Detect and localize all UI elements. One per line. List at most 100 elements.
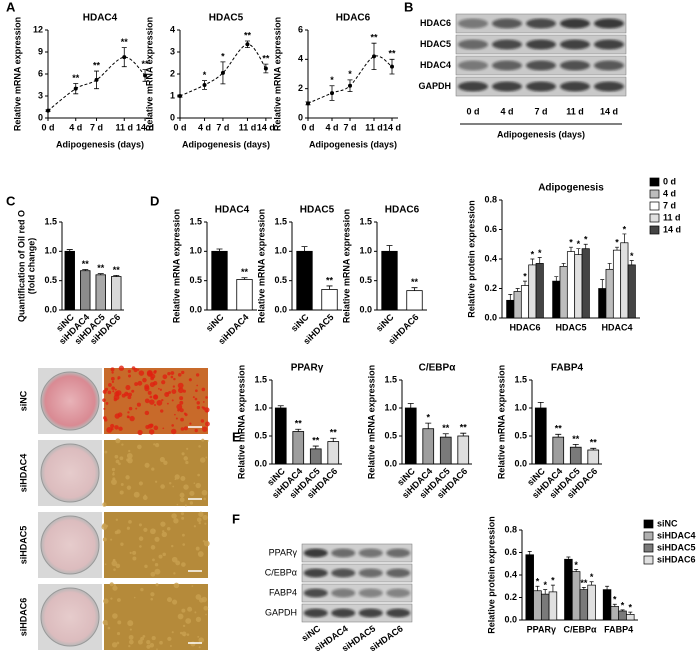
bar (610, 606, 620, 621)
y-tick-label: 0.0 (189, 304, 202, 314)
lipid-droplet (166, 527, 171, 531)
blot-band (458, 18, 488, 29)
lipid-droplet (201, 489, 208, 496)
y-tick-label: 0 (38, 112, 43, 122)
lipid-droplet (150, 571, 156, 577)
bar (528, 264, 537, 319)
lipid-droplet (171, 544, 174, 548)
blot-band (386, 588, 411, 598)
lipid-droplet (201, 438, 205, 442)
lipid-droplet (198, 646, 201, 649)
y-tick-label: 0.5 (189, 275, 202, 285)
lipid-droplet (181, 533, 185, 537)
lipid-droplet (153, 370, 157, 374)
error-bar (629, 260, 634, 265)
significance: ** (555, 424, 563, 434)
legend-label: 14 d (663, 224, 681, 234)
y-tick-label: 3 (38, 90, 43, 100)
lipid-droplet (149, 643, 155, 648)
data-point (178, 94, 182, 98)
bar (566, 251, 576, 319)
y-tick-label: 4 (298, 54, 303, 64)
legend-swatch (643, 543, 654, 553)
lipid-droplet (105, 524, 109, 528)
error-bar (301, 246, 308, 252)
lipid-droplet (160, 484, 165, 489)
lipid-droplet (198, 445, 201, 448)
lipid-droplet (196, 405, 201, 410)
y-tick-label: 1.5 (384, 374, 397, 384)
bar (564, 558, 573, 621)
lipid-droplet (205, 421, 210, 427)
lipid-droplet (128, 519, 132, 524)
lipid-droplet (205, 396, 208, 399)
lipid-droplet (198, 637, 205, 643)
blot-band (386, 548, 411, 558)
blot-band (331, 588, 356, 598)
lipid-droplet (127, 457, 133, 464)
bar (602, 589, 612, 621)
lipid-droplet (150, 592, 155, 597)
y-axis-label: Relative mRNA expression (496, 365, 506, 479)
x-tick-label: 11 d (365, 122, 383, 132)
lipid-droplet (185, 460, 189, 465)
lipid-droplet (127, 620, 134, 627)
blot-band (526, 81, 556, 92)
trend-line (47, 56, 146, 112)
y-axis-label: Relative protein expression (466, 200, 476, 318)
lipid-droplet (138, 370, 145, 376)
lipid-droplet (204, 522, 207, 525)
error-bar (442, 433, 449, 438)
lipid-droplet (112, 585, 118, 591)
bar (612, 249, 622, 319)
error-bar (277, 405, 284, 408)
lipid-droplet (156, 399, 163, 406)
lipid-droplet (189, 490, 195, 496)
significance: * (613, 595, 617, 605)
lipid-droplet (134, 382, 139, 386)
error-bar (523, 280, 527, 286)
lipid-droplet (195, 389, 198, 393)
image-row-label: siNC (18, 390, 28, 411)
significance: ** (442, 423, 450, 433)
lipid-droplet (110, 427, 114, 431)
significance: * (574, 560, 578, 570)
blot-band (331, 608, 356, 618)
blot-band (303, 608, 328, 618)
error-bar (572, 444, 579, 448)
bar (80, 270, 91, 311)
lipid-droplet (136, 402, 141, 407)
bar (406, 290, 423, 311)
y-tick-label: 1.5 (44, 216, 57, 226)
chart-title: HDAC5 (300, 205, 335, 216)
lipid-droplet (149, 395, 153, 399)
blot-row-label: HDAC5 (420, 39, 451, 49)
lipid-droplet (158, 387, 160, 390)
lipid-droplet (200, 419, 205, 423)
lipid-droplet (153, 403, 157, 407)
lipid-droplet (158, 554, 163, 559)
significance: ** (113, 265, 121, 275)
error-bar (530, 258, 535, 265)
lipid-droplet (193, 482, 196, 485)
lipid-droplet (113, 397, 118, 402)
lipid-droplet (112, 472, 115, 476)
bar (533, 590, 542, 621)
bar (587, 449, 600, 465)
x-tick-label: siNC (289, 312, 311, 334)
y-tick-label: 1.5 (254, 374, 267, 384)
lipid-droplet (180, 427, 185, 431)
y-tick-label: 0.0 (359, 304, 372, 314)
significance: ** (388, 49, 396, 59)
significance: * (543, 580, 547, 590)
lipid-droplet (183, 412, 187, 415)
bar (321, 289, 338, 311)
lipid-droplet (126, 415, 130, 419)
lipid-droplet (181, 370, 185, 375)
significance: ** (72, 73, 80, 83)
y-tick-label: 1.5 (514, 374, 527, 384)
lipid-droplet (177, 382, 184, 389)
chart-title: HDAC6 (336, 13, 371, 24)
error-bar (590, 447, 597, 450)
y-tick-label: 0.5 (384, 430, 397, 440)
